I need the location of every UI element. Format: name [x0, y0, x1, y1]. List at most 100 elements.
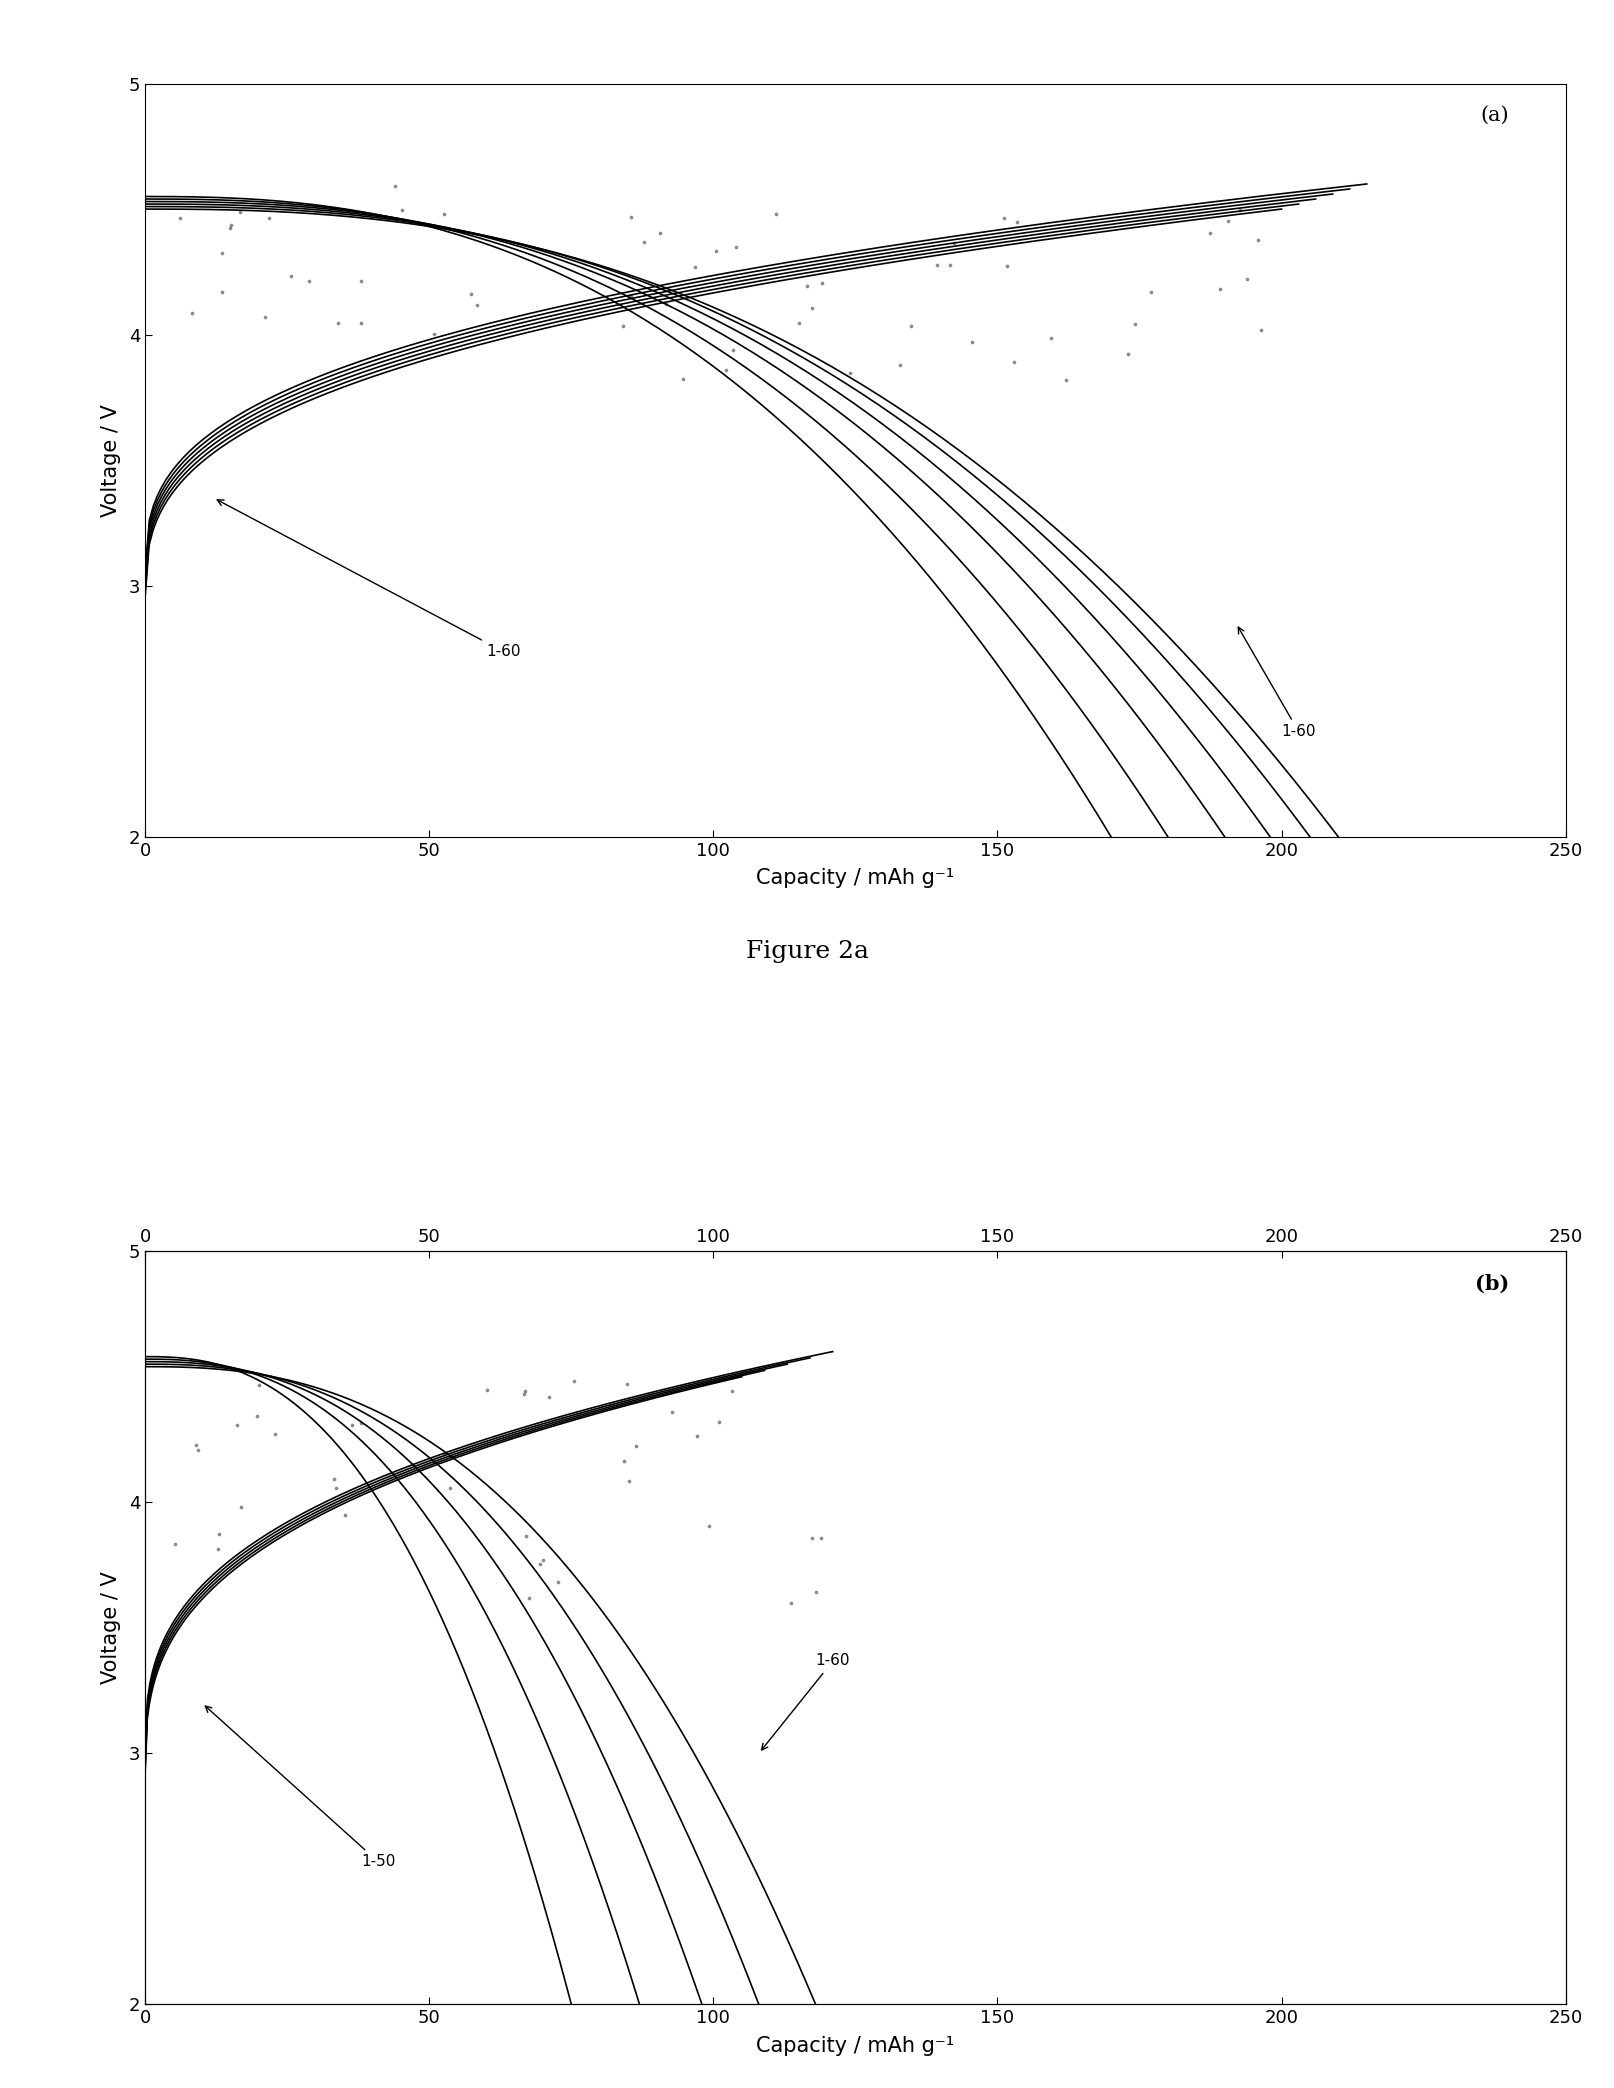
Point: [536, 1380, 562, 1414]
Point: [389, 192, 415, 226]
Point: [529, 1543, 555, 1576]
Point: [809, 1522, 834, 1556]
Point: [349, 307, 374, 340]
Point: [421, 317, 447, 351]
Point: [458, 278, 484, 311]
Point: [323, 1472, 349, 1505]
Point: [321, 1462, 347, 1495]
Point: [618, 280, 644, 313]
Point: [713, 353, 739, 386]
X-axis label: Capacity / mAh g⁻¹: Capacity / mAh g⁻¹: [757, 869, 954, 887]
Point: [383, 169, 408, 203]
Point: [799, 290, 825, 324]
Y-axis label: Voltage / V: Voltage / V: [100, 1572, 121, 1685]
Y-axis label: Voltage / V: Voltage / V: [100, 403, 121, 516]
Point: [836, 357, 862, 390]
Point: [960, 326, 986, 359]
Point: [925, 248, 951, 282]
Point: [615, 1368, 641, 1401]
Point: [512, 1374, 537, 1407]
Point: [696, 1510, 721, 1543]
Text: 1-60: 1-60: [762, 1654, 851, 1750]
Point: [168, 203, 194, 236]
Point: [1138, 276, 1164, 309]
Point: [778, 1587, 804, 1620]
Point: [802, 1574, 828, 1608]
Point: [513, 1520, 539, 1553]
Point: [617, 1466, 642, 1499]
Point: [349, 1405, 374, 1439]
Point: [1038, 322, 1064, 355]
Point: [228, 1491, 253, 1524]
Point: [182, 1428, 208, 1462]
Point: [205, 1533, 231, 1566]
Point: [161, 1528, 187, 1562]
Point: [512, 1378, 537, 1411]
Point: [1115, 338, 1141, 372]
Point: [257, 203, 282, 236]
Point: [1001, 347, 1027, 380]
Point: [1227, 192, 1252, 226]
Text: Figure 2a: Figure 2a: [746, 940, 868, 963]
Point: [610, 309, 636, 342]
Point: [431, 1437, 457, 1470]
Point: [670, 361, 696, 395]
Point: [991, 200, 1017, 234]
Point: [516, 1581, 542, 1614]
Point: [897, 309, 923, 342]
Point: [218, 209, 244, 242]
Point: [938, 248, 964, 282]
Point: [809, 267, 834, 301]
Point: [1248, 313, 1273, 347]
Point: [179, 296, 205, 330]
Point: [794, 269, 820, 303]
Point: [705, 1405, 731, 1439]
Point: [278, 259, 303, 292]
Text: 1-60: 1-60: [218, 499, 521, 660]
Point: [528, 1547, 554, 1581]
Point: [612, 1445, 638, 1478]
Point: [339, 1409, 365, 1443]
Point: [1122, 307, 1148, 340]
Point: [431, 196, 457, 230]
Point: [1198, 215, 1223, 248]
Point: [994, 248, 1020, 282]
Point: [324, 307, 350, 340]
Point: [475, 1374, 500, 1407]
Point: [218, 211, 244, 244]
Text: 1-50: 1-50: [205, 1706, 395, 1869]
Point: [888, 349, 914, 382]
Point: [184, 1432, 210, 1466]
Point: [1054, 363, 1080, 397]
Text: (a): (a): [1480, 106, 1509, 125]
Point: [1244, 223, 1270, 257]
Point: [941, 226, 967, 259]
Point: [228, 194, 253, 228]
Point: [704, 234, 730, 267]
Text: 1-60: 1-60: [1238, 626, 1315, 739]
Point: [252, 301, 278, 334]
Point: [437, 1472, 463, 1505]
Point: [647, 217, 673, 251]
Point: [295, 263, 321, 296]
Point: [723, 232, 749, 265]
Point: [349, 265, 374, 299]
Point: [244, 1399, 270, 1432]
Point: [1233, 263, 1259, 296]
Point: [799, 1522, 825, 1556]
Point: [1215, 205, 1241, 238]
Point: [659, 1395, 684, 1428]
Point: [210, 276, 236, 309]
Point: [720, 332, 746, 365]
Point: [1004, 205, 1030, 238]
Point: [631, 226, 657, 259]
Point: [207, 1518, 232, 1551]
Point: [245, 1368, 271, 1401]
Point: [654, 288, 679, 322]
Point: [763, 196, 789, 230]
X-axis label: Capacity / mAh g⁻¹: Capacity / mAh g⁻¹: [757, 2036, 954, 2057]
Point: [720, 1374, 746, 1407]
Point: [1207, 271, 1233, 305]
Point: [224, 1409, 250, 1443]
Point: [786, 305, 812, 338]
